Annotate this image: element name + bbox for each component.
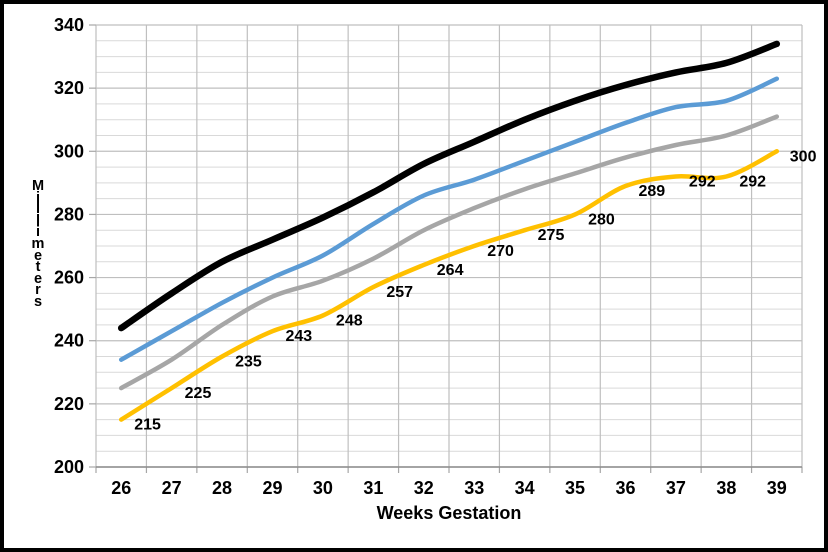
data-label: 243 <box>286 328 313 345</box>
y-axis-title-letter: M <box>31 178 45 194</box>
y-tick-label: 220 <box>54 394 84 414</box>
y-axis-title-letter: t <box>35 259 41 276</box>
x-tick-label: 39 <box>767 478 787 498</box>
y-axis-title-letter: i <box>35 189 41 206</box>
x-tick-label: 33 <box>464 478 484 498</box>
data-label: 292 <box>739 174 766 191</box>
y-tick-label: 300 <box>54 141 84 161</box>
data-label: 235 <box>235 354 262 371</box>
data-label: 215 <box>134 417 161 434</box>
x-tick-label: 32 <box>414 478 434 498</box>
x-tick-label: 36 <box>615 478 635 498</box>
y-axis-title-letter: l <box>35 212 41 229</box>
y-axis-title-letter: e <box>33 247 43 264</box>
y-tick-label: 320 <box>54 78 84 98</box>
upper-black-curve <box>117 40 781 332</box>
y-tick-label: 200 <box>54 457 84 477</box>
x-tick-label: 30 <box>313 478 333 498</box>
data-label: 275 <box>538 227 565 244</box>
x-tick-label: 35 <box>565 478 585 498</box>
y-axis-title-letter: m <box>31 235 45 252</box>
y-axis-title-letter: i <box>35 224 41 241</box>
y-axis-title-letter: l <box>35 201 41 218</box>
x-tick-label: 38 <box>716 478 736 498</box>
x-tick-label: 31 <box>363 478 383 498</box>
x-tick-label: 29 <box>262 478 282 498</box>
yellow-labeled-curve <box>118 149 780 422</box>
data-label: 225 <box>185 385 212 402</box>
line-chart: 215 225 235 243 248 257 264 270 275 280 289 292 292 3… <box>54 15 817 498</box>
data-label: 280 <box>588 211 615 228</box>
y-tick-label: 240 <box>54 331 84 351</box>
y-tick-label: 260 <box>54 268 84 288</box>
x-tick-label: 26 <box>111 478 131 498</box>
y-axis-title-letter: r <box>35 282 41 299</box>
data-label: 270 <box>487 243 514 260</box>
x-tick-label: 37 <box>666 478 686 498</box>
gray-curve <box>118 114 780 391</box>
y-axis-title-letter: s <box>33 293 43 310</box>
data-label: 292 <box>689 174 716 191</box>
data-label: 264 <box>437 262 464 279</box>
y-tick-label: 280 <box>54 204 84 224</box>
y-axis-title-letter: e <box>33 270 43 287</box>
x-tick-label: 34 <box>515 478 535 498</box>
blue-curve <box>118 76 780 362</box>
data-label: 289 <box>639 183 666 200</box>
x-tick-label: 27 <box>162 478 182 498</box>
x-axis-title: Weeks Gestation <box>376 503 522 523</box>
data-label: 248 <box>336 312 363 329</box>
data-label: 300 <box>790 148 817 165</box>
data-label: 257 <box>386 284 413 301</box>
y-tick-label: 340 <box>54 15 84 35</box>
x-tick-label: 28 <box>212 478 232 498</box>
